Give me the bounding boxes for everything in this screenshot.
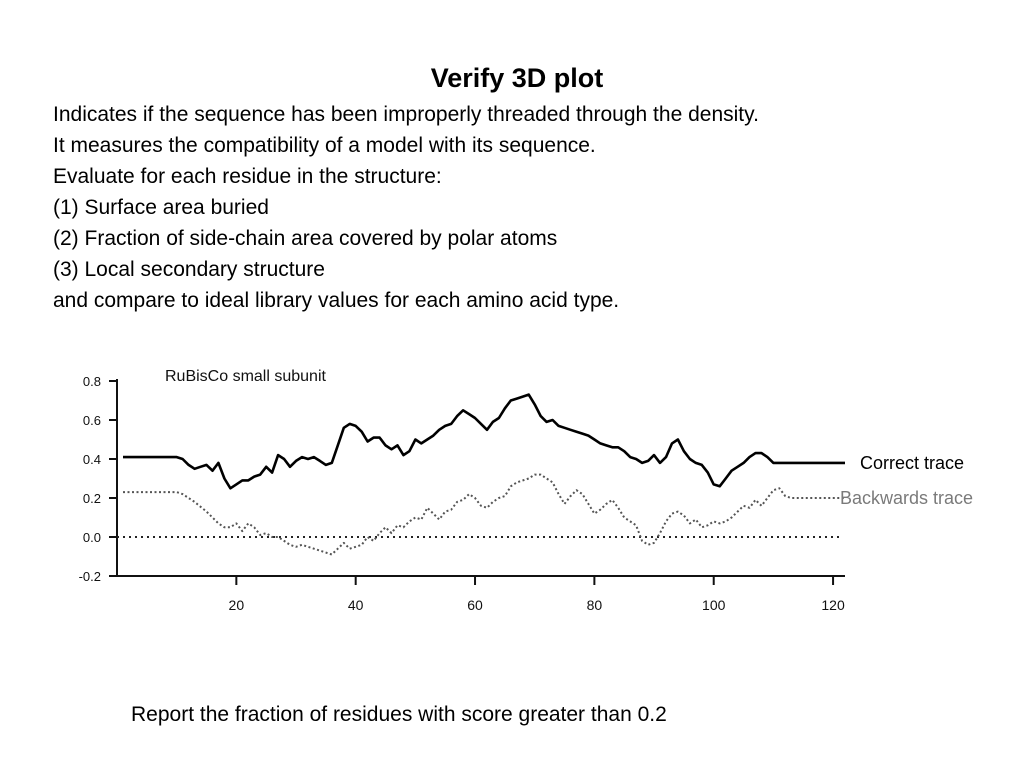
y-tick-label: 0.4	[83, 452, 101, 467]
slide-body: Indicates if the sequence has been impro…	[53, 99, 759, 316]
chart-series	[123, 393, 845, 556]
correct-trace-line	[123, 393, 845, 490]
chart-legend: Correct trace Backwards trace	[840, 453, 973, 508]
chart-axes: 0.8 0.6 0.4 0.2 0.0 -0.2 20 40 60 80 100 120	[79, 374, 845, 613]
body-line-5: (2) Fraction of side-chain area covered …	[53, 227, 558, 250]
backwards-trace-line	[123, 473, 845, 556]
footer-note: Report the fraction of residues with sco…	[131, 703, 667, 726]
body-line-6: (3) Local secondary structure	[53, 258, 325, 281]
slide-title: Verify 3D plot	[430, 63, 604, 93]
y-tick-label: 0.2	[83, 491, 101, 506]
y-tick-label: 0.0	[83, 530, 101, 545]
x-tick-label: 120	[821, 597, 845, 613]
x-tick-label: 100	[702, 597, 726, 613]
chart-title: RuBisCo small subunit	[165, 368, 327, 385]
x-tick-label: 80	[587, 597, 603, 613]
legend-correct-trace: Correct trace	[860, 453, 964, 473]
body-line-2: It measures the compatibility of a model…	[53, 134, 596, 157]
legend-backwards-trace: Backwards trace	[840, 488, 973, 508]
y-tick-label: -0.2	[79, 569, 101, 584]
body-line-7: and compare to ideal library values for …	[53, 289, 620, 312]
body-line-4: (1) Surface area buried	[53, 196, 269, 219]
y-tick-label: 0.6	[83, 413, 101, 428]
body-line-1: Indicates if the sequence has been impro…	[53, 103, 759, 126]
x-tick-label: 60	[467, 597, 483, 613]
x-tick-label: 40	[348, 597, 364, 613]
body-line-3: Evaluate for each residue in the structu…	[53, 165, 442, 188]
x-tick-label: 20	[229, 597, 245, 613]
y-tick-label: 0.8	[83, 374, 101, 389]
